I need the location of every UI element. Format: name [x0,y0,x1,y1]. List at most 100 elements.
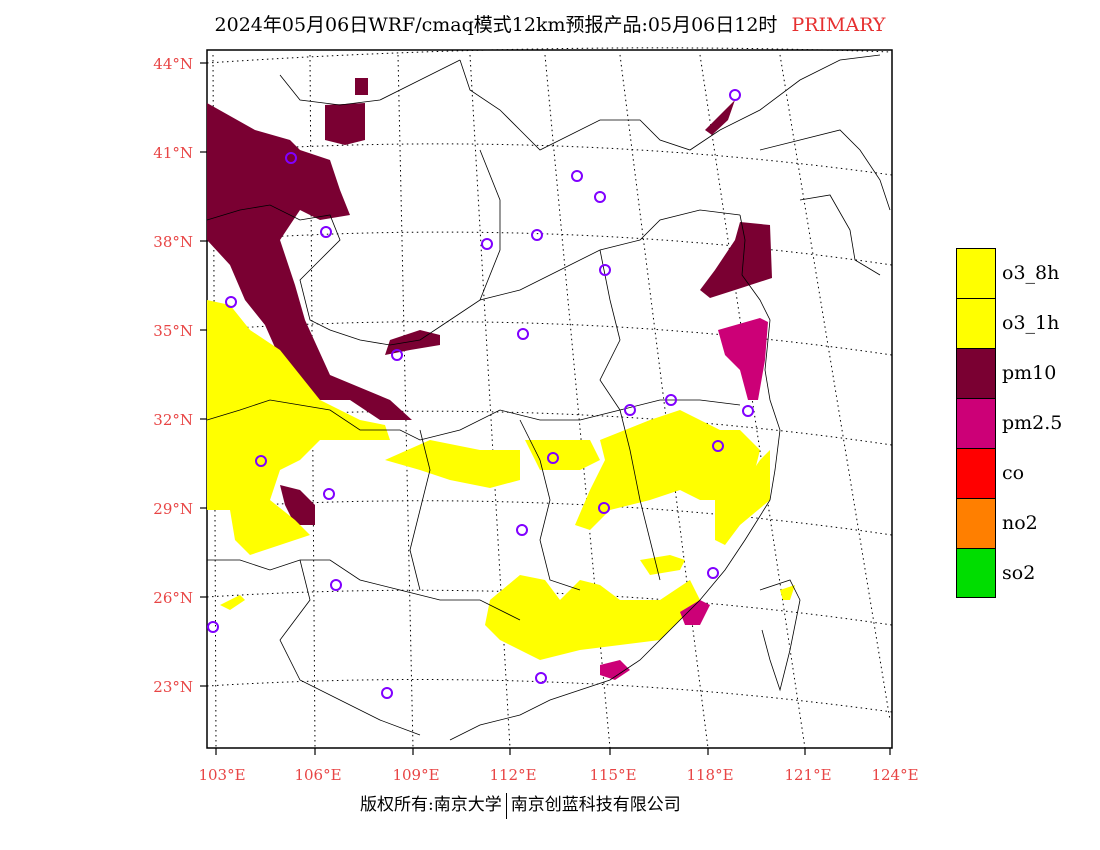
station-marker [330,579,342,591]
station-marker [729,89,741,101]
station-marker [481,238,493,250]
lon-label: 124°E [871,766,918,784]
station-marker [707,567,719,579]
station-marker [599,264,611,276]
o3-guangdong-patch [640,555,685,575]
boundary-henan [599,249,621,411]
legend-label: o3_8h [1002,262,1060,284]
lon-label: 115°E [589,766,636,784]
pm10-inner-mongolia-patch [325,103,365,145]
station-markers [207,89,754,699]
station-marker [323,488,335,500]
korea-border [759,129,891,211]
pm10-shandong-patch [700,222,772,298]
longitude-line-112 [469,54,511,749]
boundary-northeast [459,54,881,151]
boundary-jiangxi [619,409,661,581]
lat-label: 44°N [153,55,193,73]
lon-label: 109°E [392,766,439,784]
lon-label: 103°E [198,766,245,784]
lat-label: 32°N [153,411,193,429]
station-marker [207,621,219,633]
boundary-north [206,204,741,346]
taiwan-outline [759,579,801,692]
pm10-north-patch [355,78,368,95]
boundary-shanxi [479,149,501,301]
o3-regions [207,300,795,660]
lon-label: 121°E [784,766,831,784]
legend-label: pm10 [1002,362,1057,384]
station-marker [571,170,583,182]
lat-label: 29°N [153,500,193,518]
copyright-footer: 版权所有:南京大学 南京创蓝科技有限公司 [360,790,681,819]
station-marker [535,672,547,684]
pm10-hebei-patch [705,100,735,135]
tick-marks [200,62,891,755]
footer-divider [505,792,507,819]
o3-yunnan-patch [220,595,245,610]
legend-swatch [956,548,996,598]
station-marker [665,394,677,406]
lat-label: 26°N [153,589,193,607]
pm25-jiangsu-patch [718,318,768,400]
coastline [449,214,781,741]
o3-jiangxi-field [575,410,760,530]
legend-swatch [956,348,996,398]
station-marker [225,296,237,308]
latitude-labels: 44°N 41°N 38°N 35°N 32°N 29°N 26°N 23°N [153,55,193,696]
station-marker [381,687,393,699]
boundary-hunan [519,419,581,591]
o3-south-field [485,575,700,660]
station-marker [594,191,606,203]
longitude-labels: 103°E 106°E 109°E 112°E 115°E 118°E 121°… [198,766,918,784]
legend-label: pm2.5 [1002,412,1063,434]
korea-peninsula [799,194,881,276]
pm25-regions [600,318,768,680]
boundaries [206,54,891,741]
station-marker [598,502,610,514]
station-marker [712,440,724,452]
title-text: 2024年05月06日WRF/cmaq模式12km预报产品:05月06日12时 [214,14,778,36]
o3-hubei-patch [525,440,600,470]
station-marker [516,524,528,536]
station-marker [624,404,636,416]
station-marker [742,405,754,417]
pm10-regions [207,78,772,525]
lon-label: 118°E [686,766,733,784]
lon-label: 106°E [294,766,341,784]
station-marker [391,349,403,361]
legend-swatch [956,298,996,348]
lat-label: 38°N [153,233,193,251]
o3-fujian-north [715,450,770,545]
boundary-chongqing [409,429,431,591]
station-marker [531,229,543,241]
pollutant-tag: PRIMARY [791,14,886,36]
pm25-guangdong-patch [600,660,630,680]
copyright-left: 版权所有:南京大学 [360,795,502,815]
copyright-right: 南京创蓝科技有限公司 [510,795,681,815]
legend-label: co [1002,462,1025,484]
lon-label: 112°E [489,766,536,784]
o3-central-band [385,440,520,488]
station-marker [320,226,332,238]
legend-swatch [956,248,996,298]
boundary-mongolia [279,59,461,106]
legend-label: o3_1h [1002,312,1060,334]
o3-sichuan-field [207,300,390,555]
lat-label: 35°N [153,322,193,340]
lat-label: 23°N [153,678,193,696]
legend-label: so2 [1002,562,1036,584]
legend-swatch [956,448,996,498]
legend-label: no2 [1002,512,1038,534]
boundary-yunnan [279,559,421,736]
legend-swatch [956,398,996,448]
station-marker [547,452,559,464]
pm25-coastal-patch [680,600,710,625]
boundary-south [207,559,521,621]
legend-swatch [956,498,996,548]
longitude-line-109 [397,54,414,749]
longitude-line-118 [619,54,709,749]
map-title: 2024年05月06日WRF/cmaq模式12km预报产品:05月06日12时 P… [0,10,1100,37]
o3-taiwan-patch [780,585,795,600]
